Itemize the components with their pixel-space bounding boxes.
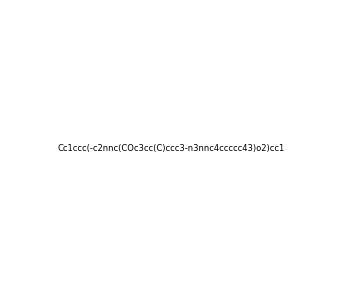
Text: Cc1ccc(-c2nnc(COc3cc(C)ccc3-n3nnc4ccccc43)o2)cc1: Cc1ccc(-c2nnc(COc3cc(C)ccc3-n3nnc4ccccc4… [57, 144, 285, 152]
